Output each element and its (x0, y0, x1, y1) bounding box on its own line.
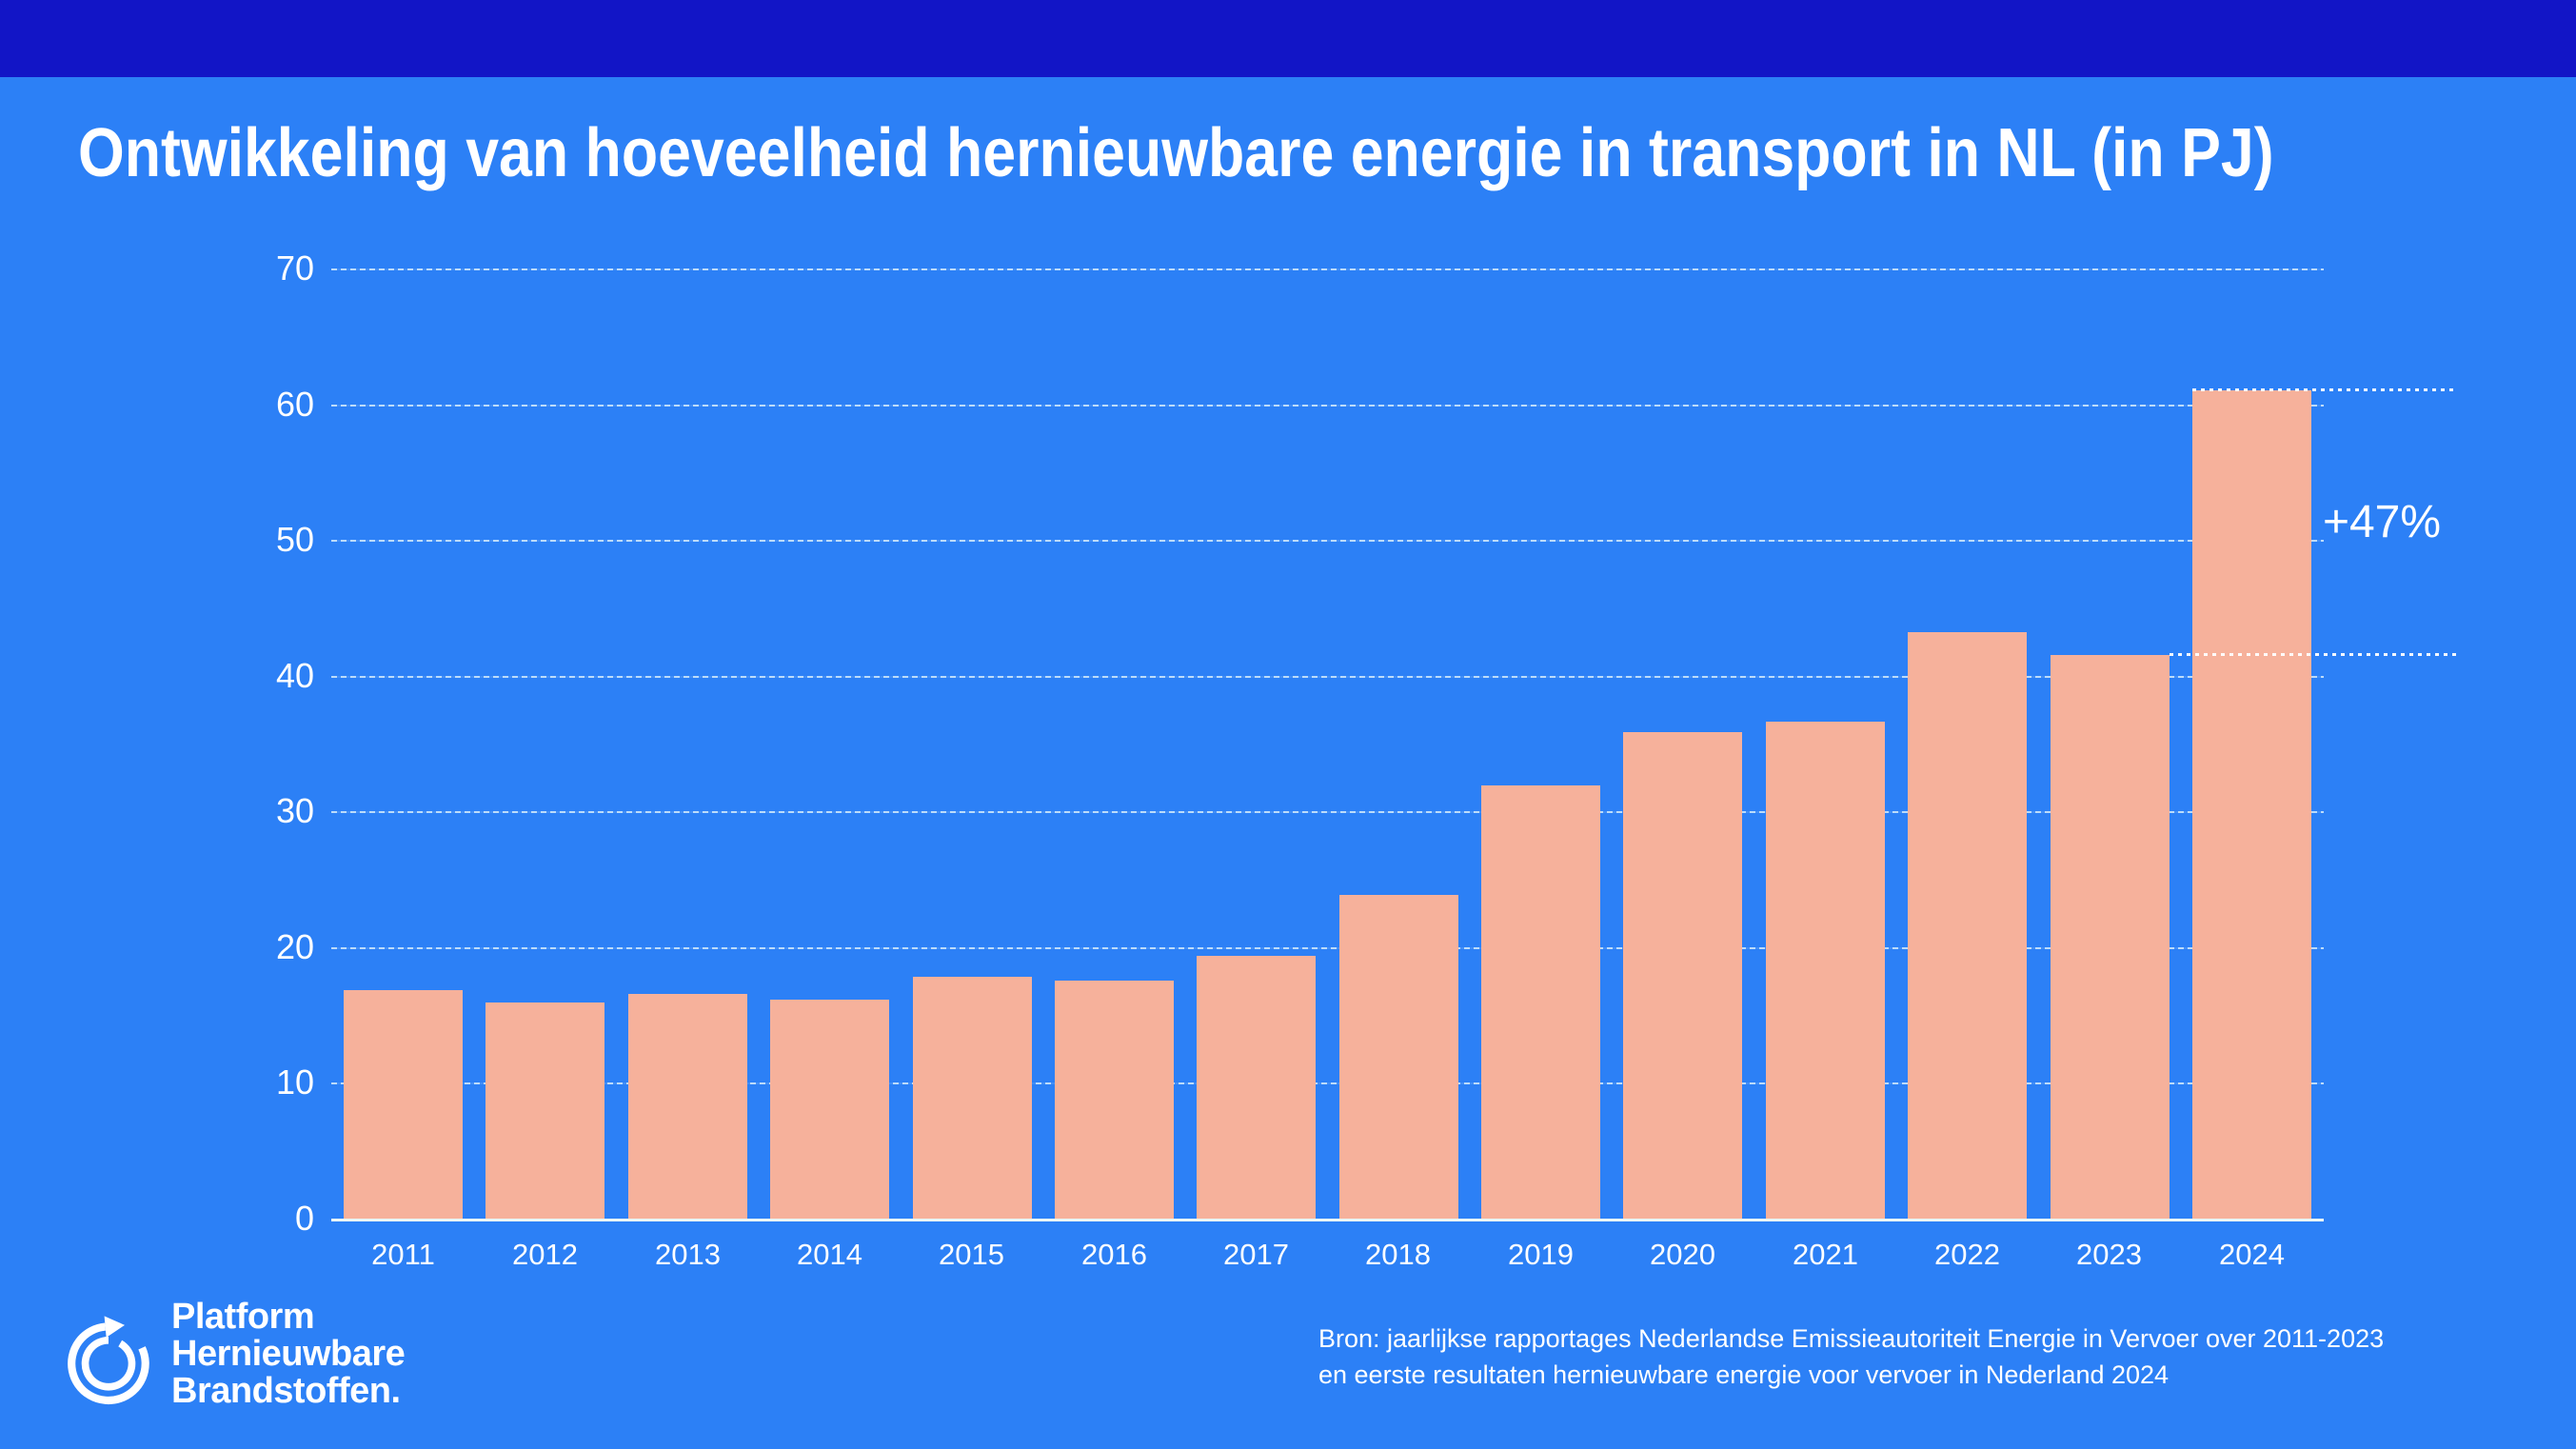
gridline-60 (331, 405, 2324, 407)
bar-2020 (1623, 732, 1742, 1220)
gridline-10 (331, 1082, 2324, 1084)
bar-2012 (485, 1002, 604, 1220)
bar-2016 (1055, 981, 1174, 1220)
gridline-50 (331, 540, 2324, 542)
bar-2017 (1197, 956, 1316, 1220)
source-note: Bron: jaarlijkse rapportages Nederlandse… (1318, 1320, 2384, 1393)
x-tick-2015: 2015 (939, 1238, 1004, 1271)
gridline-30 (331, 811, 2324, 813)
gridline-70 (331, 268, 2324, 270)
x-tick-2012: 2012 (512, 1238, 578, 1271)
bar-2013 (628, 994, 747, 1220)
y-tick-60: 60 (275, 385, 314, 424)
y-tick-20: 20 (275, 927, 314, 966)
bar-2022 (1908, 632, 2027, 1220)
bar-2021 (1766, 722, 1885, 1220)
logo-line-3: Brandstoffen. (171, 1371, 401, 1411)
logo-text: Platform Hernieuwbare Brandstoffen. (171, 1297, 406, 1411)
logo: Platform Hernieuwbare Brandstoffen. (61, 1295, 406, 1411)
x-axis-line (331, 1219, 2324, 1221)
y-tick-50: 50 (275, 520, 314, 559)
annotation-line-2023-level (2170, 653, 2458, 656)
chart-title: Ontwikkeling van hoeveelheid hernieuwbar… (78, 115, 2274, 191)
circular-arrow-icon (68, 1316, 149, 1405)
y-tick-40: 40 (275, 656, 314, 695)
x-tick-2023: 2023 (2076, 1238, 2142, 1271)
bar-2015 (913, 977, 1032, 1220)
gridline-20 (331, 947, 2324, 949)
bar-2011 (344, 990, 463, 1220)
y-tick-70: 70 (275, 248, 314, 288)
source-line-2: en eerste resultaten hernieuwbare energi… (1318, 1360, 2170, 1389)
x-tick-2013: 2013 (655, 1238, 721, 1271)
x-tick-2011: 2011 (371, 1238, 435, 1271)
bar-2014 (770, 1000, 889, 1220)
x-tick-2024: 2024 (2219, 1238, 2285, 1271)
x-tick-2020: 2020 (1650, 1238, 1715, 1271)
bar-2019 (1481, 785, 1600, 1220)
x-tick-2021: 2021 (1793, 1238, 1858, 1271)
logo-line-2: Hernieuwbare (171, 1334, 406, 1374)
gridline-40 (331, 676, 2324, 678)
x-tick-2014: 2014 (797, 1238, 862, 1271)
logo-line-1: Platform (171, 1297, 315, 1337)
y-tick-0: 0 (294, 1199, 314, 1238)
bar-2024 (2192, 390, 2311, 1220)
y-tick-10: 10 (275, 1062, 314, 1102)
x-tick-2022: 2022 (1934, 1238, 2000, 1271)
annotation-percent-label: +47% (2322, 497, 2442, 547)
source-line-1: Bron: jaarlijkse rapportages Nederlandse… (1318, 1324, 2385, 1353)
bar-2018 (1339, 895, 1458, 1220)
x-tick-2019: 2019 (1508, 1238, 1574, 1271)
x-tick-2016: 2016 (1081, 1238, 1147, 1271)
bar-2023 (2051, 655, 2170, 1220)
x-tick-2017: 2017 (1223, 1238, 1289, 1271)
y-tick-30: 30 (275, 791, 314, 830)
x-tick-2018: 2018 (1365, 1238, 1431, 1271)
top-band (0, 0, 2576, 77)
annotation-line-2024-level (2192, 388, 2458, 391)
